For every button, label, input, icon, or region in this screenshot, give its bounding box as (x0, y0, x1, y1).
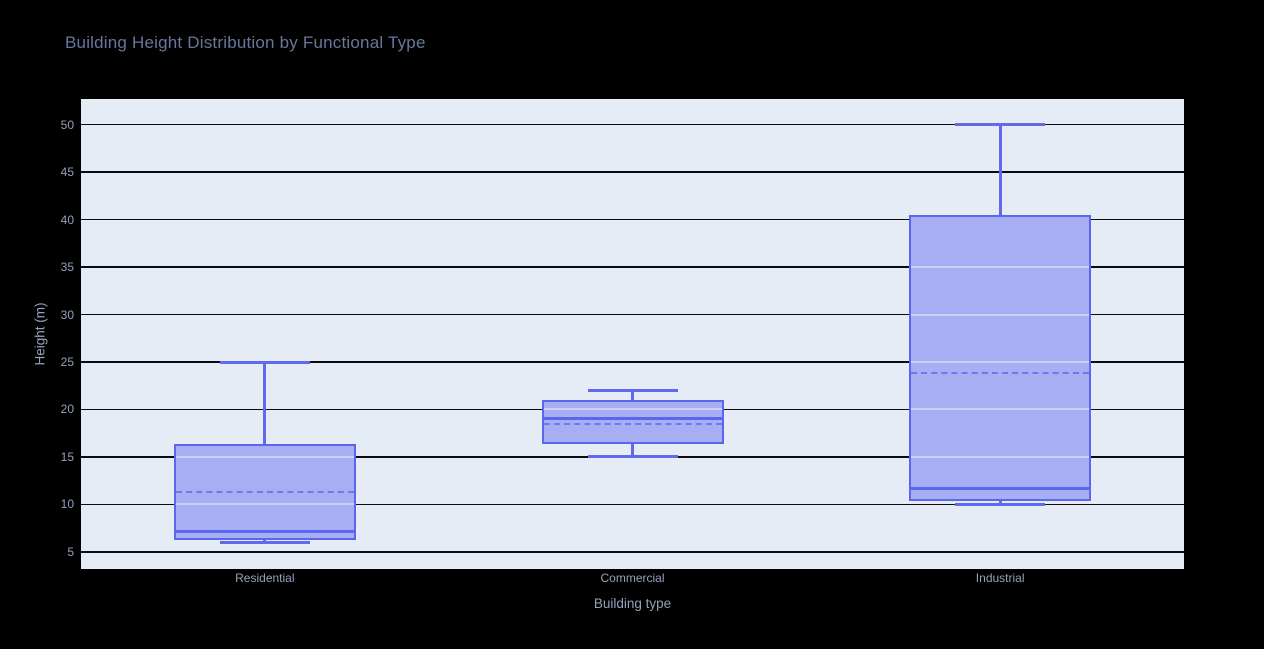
mean-line (175, 491, 354, 494)
whisker-cap-max (955, 123, 1046, 127)
gridline (81, 266, 1184, 268)
y-tick-label: 25 (60, 355, 74, 369)
y-tick-label: 50 (60, 117, 74, 132)
whisker-cap-min (219, 540, 310, 544)
box-inner-gridline (911, 361, 1090, 363)
x-axis-tick-labels: Residential Commercial Industrial (81, 571, 1184, 589)
y-tick-label: 40 (60, 212, 74, 227)
gridline (81, 361, 1184, 363)
gridline (81, 123, 1184, 126)
y-tick-label: 30 (60, 307, 74, 322)
whisker-upper (263, 362, 267, 444)
box-rect (541, 399, 724, 444)
median-line (541, 416, 724, 420)
y-tick-label: 5 (67, 544, 74, 559)
whisker-upper (998, 124, 1002, 215)
box-group-industrial[interactable] (909, 99, 1092, 569)
gridline (81, 503, 1184, 506)
y-tick-label: 45 (60, 165, 74, 180)
box-inner-gridline (911, 313, 1090, 316)
whisker-upper (631, 390, 634, 400)
box-inner-gridline (175, 503, 354, 506)
whisker-cap-max (587, 388, 678, 392)
y-tick-label: 35 (60, 260, 74, 275)
y-axis-tick-labels: 5 10 15 20 25 30 35 40 45 50 (0, 99, 74, 569)
whisker-lower (998, 500, 1002, 505)
x-tick-label: Residential (235, 571, 295, 585)
chart-title: Building Height Distribution by Function… (65, 33, 426, 52)
x-axis-title: Building type (593, 596, 672, 611)
whisker-cap-min (587, 455, 678, 459)
y-tick-label: 20 (60, 402, 74, 417)
box-inner-gridline (543, 408, 722, 411)
box-inner-gridline (911, 266, 1090, 269)
gridline (81, 551, 1184, 553)
gridline (81, 171, 1184, 173)
box-group-residential[interactable] (173, 99, 356, 569)
y-tick-label: 10 (60, 497, 74, 512)
mean-line (543, 422, 722, 425)
whisker-cap-min (955, 502, 1046, 506)
x-tick-label: Industrial (975, 571, 1025, 585)
y-tick-label: 15 (60, 449, 74, 464)
whisker-cap-max (219, 360, 310, 364)
box-inner-gridline (911, 408, 1090, 411)
median-line (909, 486, 1092, 490)
box-group-commercial[interactable] (541, 99, 724, 569)
whisker-lower (631, 443, 634, 457)
plot-area[interactable] (81, 99, 1184, 569)
gridline (81, 313, 1184, 316)
box-rect (909, 214, 1092, 501)
gridline (81, 218, 1184, 221)
median-line (173, 529, 356, 533)
mean-line (911, 372, 1090, 375)
x-tick-label: Commercial (600, 571, 665, 585)
box-inner-gridline (175, 455, 354, 458)
box-inner-gridline (911, 455, 1090, 458)
